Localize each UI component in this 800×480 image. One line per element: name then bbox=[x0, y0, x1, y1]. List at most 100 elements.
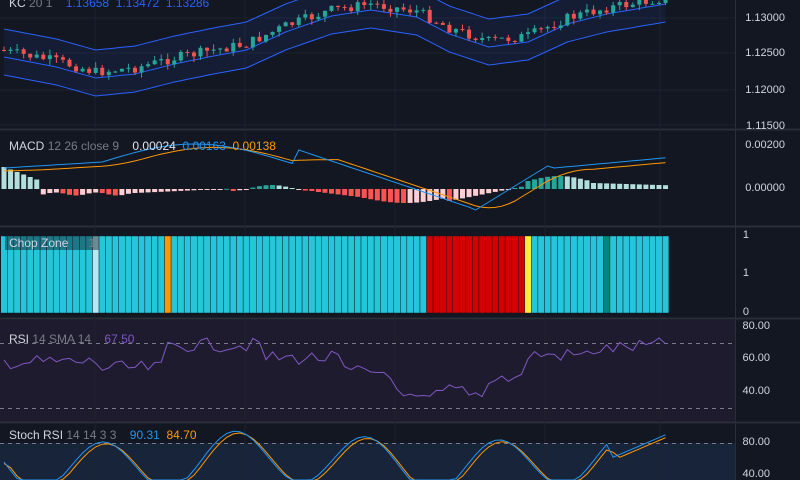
candle-body bbox=[159, 59, 164, 61]
macd-histogram-bar bbox=[256, 186, 262, 189]
macd-histogram-bar bbox=[374, 189, 380, 201]
candle-body bbox=[277, 26, 282, 32]
keltner-lower bbox=[3, 21, 666, 97]
chop-name: Chop Zone bbox=[9, 236, 69, 250]
chop-zone-bar bbox=[563, 235, 571, 314]
chop-zone-bar bbox=[118, 235, 126, 314]
candle-body bbox=[362, 2, 367, 5]
macd-histogram-bar bbox=[322, 189, 328, 193]
candle-body bbox=[512, 40, 517, 42]
candle-body bbox=[309, 14, 314, 20]
candle-body bbox=[15, 49, 20, 51]
candle-body bbox=[349, 7, 354, 12]
stoch-axis-label: 80.00 bbox=[742, 436, 770, 448]
chop-zone-bar bbox=[446, 235, 453, 314]
candle-body bbox=[427, 9, 432, 23]
candle-body bbox=[47, 55, 52, 60]
candle-body bbox=[440, 22, 445, 25]
candle-body bbox=[526, 32, 530, 35]
chop-legend[interactable]: Chop Zone 1 bbox=[5, 236, 100, 250]
chop-zone-bar bbox=[406, 235, 414, 314]
chop-zone-bar bbox=[301, 235, 309, 314]
candle-body bbox=[552, 26, 557, 28]
candle-body bbox=[198, 47, 203, 57]
macd-histogram-bar bbox=[40, 189, 46, 195]
chop-zone-bar bbox=[216, 235, 224, 314]
chop-zone-bar bbox=[629, 235, 637, 314]
chop-zone-bar bbox=[183, 235, 191, 314]
candle-body bbox=[545, 26, 550, 29]
chop-zone-bar bbox=[223, 235, 231, 314]
candle-body bbox=[211, 49, 216, 51]
keltner-middle bbox=[3, 3, 666, 79]
macd-histogram-bar bbox=[558, 176, 564, 189]
macd-histogram-bar bbox=[656, 185, 662, 189]
chop-zone-bar bbox=[452, 235, 460, 314]
candle-body bbox=[637, 0, 642, 5]
chop-zone-bar bbox=[504, 235, 512, 314]
candle-body bbox=[113, 71, 118, 73]
macd-histogram-bar bbox=[1, 167, 7, 189]
chop-zone-bar bbox=[380, 235, 388, 314]
chop-zone-bar bbox=[439, 235, 447, 314]
candle-body bbox=[421, 9, 426, 11]
chop-zone-bar bbox=[472, 235, 480, 314]
chop-zone-bar bbox=[190, 235, 198, 314]
candle-body bbox=[119, 68, 124, 72]
chop-zone-bar bbox=[387, 235, 394, 314]
candle-body bbox=[264, 34, 268, 42]
candle-body bbox=[388, 8, 393, 12]
macd-histogram-bar bbox=[394, 189, 400, 203]
macd-histogram-bar bbox=[368, 189, 374, 200]
kc-legend[interactable]: KC 20 1 1.13658 1.13472 1.13286 bbox=[9, 0, 209, 10]
candle-body bbox=[74, 66, 79, 72]
candle-body bbox=[67, 59, 72, 67]
macd-histogram-bar bbox=[571, 177, 577, 189]
chop-zone-bar bbox=[125, 235, 132, 314]
macd-histogram-bar bbox=[283, 186, 289, 189]
chop-zone-bar bbox=[295, 235, 303, 314]
stoch-axis-label: 40.00 bbox=[742, 468, 770, 480]
macd-histogram-bar bbox=[302, 189, 308, 191]
macd-histogram-bar bbox=[165, 189, 171, 192]
chop-zone-bar bbox=[544, 235, 552, 314]
chop-zone-bar bbox=[622, 235, 630, 314]
chop-zone-bar bbox=[432, 235, 440, 314]
chop-zone-bar bbox=[315, 235, 322, 314]
rsi-params: 14 SMA 14 bbox=[32, 332, 92, 346]
macd-histogram-bar bbox=[355, 189, 361, 197]
macd-axis-label: 0.00000 bbox=[745, 182, 785, 194]
rsi-value: 67.50 bbox=[104, 332, 135, 346]
stoch-legend[interactable]: Stoch RSI 14 14 3 3 90.31 84.70 bbox=[9, 428, 197, 442]
rsi-legend[interactable]: RSI 14 SMA 14 67.50 bbox=[9, 332, 134, 346]
candle-body bbox=[106, 71, 111, 76]
chop-zone-bar bbox=[236, 235, 244, 314]
chop-zone-bar bbox=[570, 235, 578, 314]
macd-line bbox=[3, 143, 666, 211]
candle-body bbox=[205, 47, 210, 51]
macd-histogram-bar bbox=[342, 189, 348, 196]
candle-body bbox=[237, 42, 242, 47]
candle-body bbox=[375, 3, 380, 5]
chop-zone-bar bbox=[151, 235, 159, 314]
rsi-axis-label: 40.00 bbox=[742, 385, 770, 397]
candle-body bbox=[172, 60, 177, 65]
candle-body bbox=[584, 9, 589, 13]
candle-body bbox=[224, 48, 229, 52]
candle-body bbox=[316, 16, 321, 20]
macd-histogram-bar bbox=[250, 187, 256, 189]
candle-body bbox=[342, 7, 347, 9]
price-axis-label: 1.12500 bbox=[745, 47, 785, 59]
chop-zone-bar bbox=[334, 235, 342, 314]
candle-body bbox=[663, 0, 668, 3]
macd-line-value: 0.00163 bbox=[182, 139, 226, 153]
chop-zone-bar bbox=[197, 235, 205, 314]
macd-histogram-bar bbox=[617, 183, 623, 189]
price-axis-label: 1.12000 bbox=[745, 84, 785, 96]
chop-axis-label: 1 bbox=[742, 267, 749, 279]
macd-signal-value: 0.00138 bbox=[232, 139, 276, 153]
macd-legend[interactable]: MACD 12 26 close 9 0.00024 0.00163 0.001… bbox=[9, 139, 276, 153]
macd-histogram-bar bbox=[407, 189, 413, 203]
chop-zone-bar bbox=[465, 235, 473, 314]
